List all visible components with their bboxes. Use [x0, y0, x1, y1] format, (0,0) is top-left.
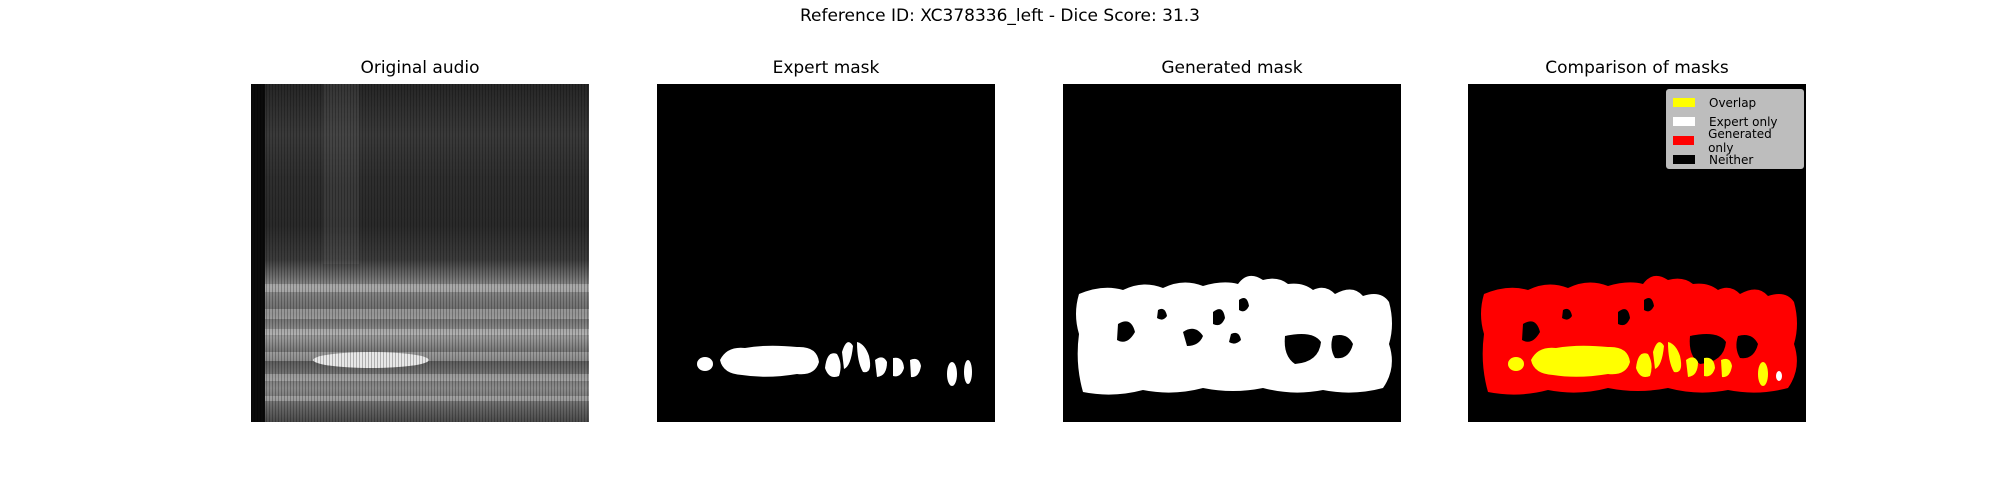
- legend-label-expert-only: Expert only: [1709, 114, 1778, 129]
- legend-swatch-expert-only: [1673, 117, 1695, 126]
- panel-title-original-audio: Original audio: [360, 58, 480, 78]
- expert-only-regions: [1776, 371, 1782, 381]
- legend-label-neither: Neither: [1709, 152, 1754, 167]
- generated-mask-image: [1063, 84, 1401, 422]
- legend-item-generated-only: Generated only: [1673, 127, 1797, 155]
- legend-label-generated-only: Generated only: [1708, 126, 1772, 155]
- panel-title-expert-mask: Expert mask: [772, 58, 880, 78]
- legend-swatch-overlap: [1673, 98, 1695, 107]
- generated-mask-holes: [1117, 298, 1353, 364]
- legend-label-overlap: Overlap: [1709, 95, 1757, 110]
- panel-title-comparison-of-masks: Comparison of masks: [1545, 58, 1729, 78]
- comparison-neither-holes: [1522, 298, 1758, 364]
- legend-item-expert-only: Expert only: [1673, 112, 1797, 131]
- legend-item-overlap: Overlap: [1673, 93, 1797, 112]
- figure-suptitle: Reference ID: XC378336_left - Dice Score…: [799, 6, 1200, 26]
- expert-mask-image: [657, 84, 995, 422]
- legend-swatch-neither: [1673, 155, 1695, 164]
- expert-mask-regions: [697, 342, 972, 386]
- comparison-legend: Overlap Expert only Generated only Neith…: [1666, 89, 1804, 169]
- legend-swatch-generated-only: [1673, 136, 1695, 145]
- overlap-regions: [1508, 342, 1768, 386]
- panel-title-generated-mask: Generated mask: [1161, 58, 1303, 78]
- original-audio-spectrogram: [251, 84, 589, 422]
- legend-item-neither: Neither: [1673, 150, 1797, 169]
